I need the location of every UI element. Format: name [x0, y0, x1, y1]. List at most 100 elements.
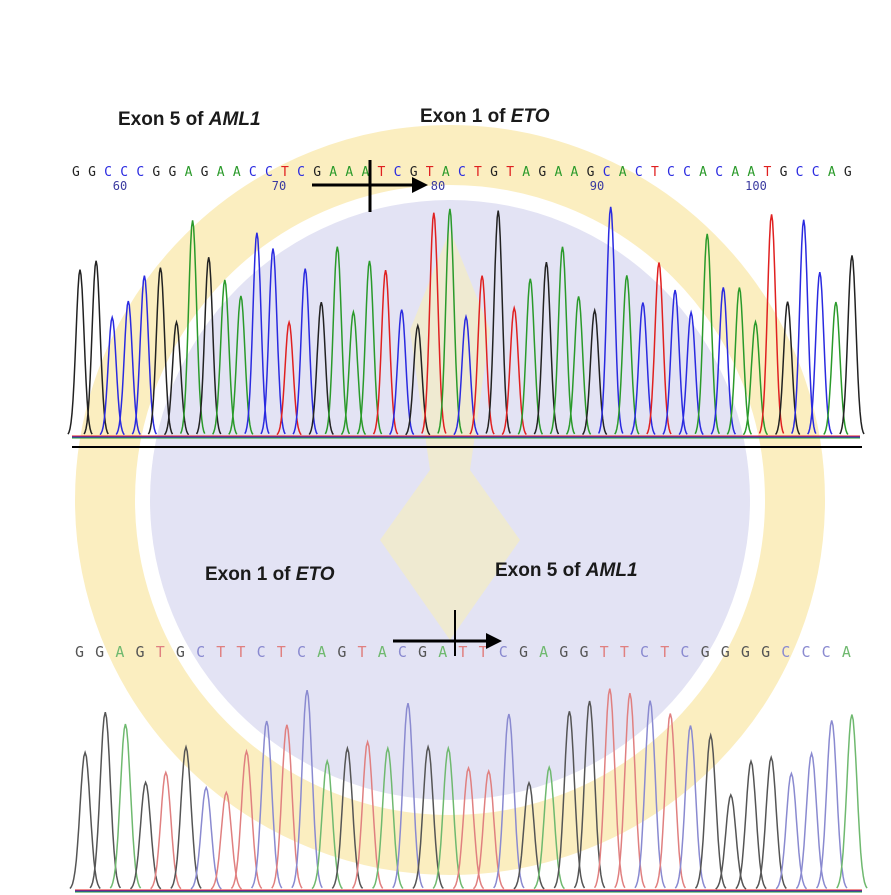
- base: A: [185, 165, 193, 180]
- base: C: [801, 643, 810, 661]
- position-number: 60: [113, 179, 127, 193]
- base: A: [217, 165, 225, 180]
- base: G: [741, 643, 750, 661]
- base: A: [345, 165, 353, 180]
- base: G: [721, 643, 730, 661]
- base: T: [426, 165, 434, 180]
- base: C: [499, 643, 508, 661]
- base: C: [635, 165, 643, 180]
- exon-label: Exon 5 of AML1: [495, 560, 638, 581]
- position-number: 80: [431, 179, 445, 193]
- base: C: [640, 643, 649, 661]
- base: G: [701, 643, 710, 661]
- exon-label: Exon 1 of ETO: [205, 564, 335, 585]
- base: A: [115, 643, 124, 661]
- base: A: [378, 643, 387, 661]
- base: G: [538, 165, 546, 180]
- exon-text: Exon 1 of: [420, 106, 511, 127]
- base: G: [579, 643, 588, 661]
- peak: [840, 255, 864, 434]
- sequence: GGCCCGGAGAACCTCGAAATCGTACTGTAGAAGCACTCCA…: [72, 165, 852, 180]
- exon-label: Exon 5 of AML1: [118, 109, 261, 130]
- base: G: [587, 165, 595, 180]
- base: T: [236, 643, 245, 661]
- gene-name: ETO: [511, 106, 550, 127]
- base: C: [297, 643, 306, 661]
- base: C: [822, 643, 831, 661]
- base: G: [490, 165, 498, 180]
- base: G: [201, 165, 209, 180]
- base: G: [780, 165, 788, 180]
- position-number: 100: [745, 179, 767, 193]
- figure: Exon 5 of AML1Exon 1 of ETOGGCCCGGAGAACC…: [0, 0, 891, 895]
- base: C: [394, 165, 402, 180]
- base: A: [731, 165, 739, 180]
- position-number: 90: [590, 179, 604, 193]
- base: C: [667, 165, 675, 180]
- gene-name: AML1: [585, 560, 638, 581]
- base: T: [277, 643, 286, 661]
- base: C: [603, 165, 611, 180]
- base: G: [519, 643, 528, 661]
- base: G: [176, 643, 185, 661]
- base: C: [257, 643, 266, 661]
- base: T: [764, 165, 772, 180]
- base: C: [104, 165, 112, 180]
- base: T: [620, 643, 629, 661]
- base: G: [88, 165, 96, 180]
- base: A: [442, 165, 450, 180]
- base: A: [747, 165, 755, 180]
- base: C: [812, 165, 820, 180]
- exon-text: Exon 5 of: [495, 560, 586, 581]
- base: C: [249, 165, 257, 180]
- base: A: [233, 165, 241, 180]
- base: G: [168, 165, 176, 180]
- base: T: [651, 165, 659, 180]
- base: G: [559, 643, 568, 661]
- base: A: [828, 165, 836, 180]
- base: G: [418, 643, 427, 661]
- base: A: [619, 165, 627, 180]
- base: A: [329, 165, 337, 180]
- base: T: [506, 165, 514, 180]
- base: T: [156, 643, 165, 661]
- base: A: [842, 643, 851, 661]
- gene-name: ETO: [296, 564, 335, 585]
- base: T: [458, 643, 467, 661]
- base: C: [120, 165, 128, 180]
- base: G: [313, 165, 321, 180]
- base: G: [410, 165, 418, 180]
- base: C: [781, 643, 790, 661]
- base: T: [378, 165, 386, 180]
- exon-label: Exon 1 of ETO: [420, 106, 550, 127]
- base: A: [554, 165, 562, 180]
- base: C: [715, 165, 723, 180]
- base: T: [600, 643, 609, 661]
- base: A: [317, 643, 326, 661]
- base: G: [844, 165, 852, 180]
- base: A: [438, 643, 447, 661]
- position-number: 70: [272, 179, 286, 193]
- base: T: [281, 165, 289, 180]
- exon-text: Exon 5 of: [118, 109, 209, 130]
- base: C: [398, 643, 407, 661]
- base: G: [95, 643, 104, 661]
- base: C: [796, 165, 804, 180]
- gene-name: AML1: [208, 109, 261, 130]
- base: C: [683, 165, 691, 180]
- base: C: [458, 165, 466, 180]
- base: C: [680, 643, 689, 661]
- base: T: [358, 643, 367, 661]
- base: G: [72, 165, 80, 180]
- base: G: [337, 643, 346, 661]
- base: T: [216, 643, 225, 661]
- base: A: [699, 165, 707, 180]
- base: A: [361, 165, 369, 180]
- base: T: [660, 643, 669, 661]
- base: G: [152, 165, 160, 180]
- base: A: [522, 165, 530, 180]
- exon-text: Exon 1 of: [205, 564, 296, 585]
- peak: [716, 795, 746, 889]
- base: G: [761, 643, 770, 661]
- base: C: [196, 643, 205, 661]
